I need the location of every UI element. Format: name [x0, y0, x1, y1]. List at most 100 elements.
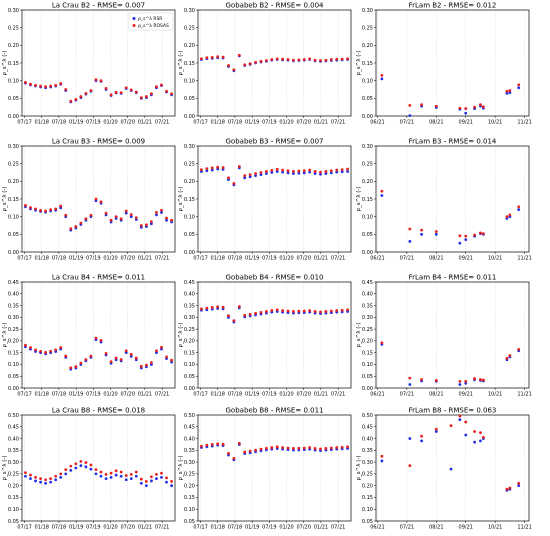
y-tick-label: 0.10	[362, 78, 373, 84]
data-point-rosas	[170, 92, 173, 96]
data-point-rosas	[200, 307, 203, 311]
data-point-rsr	[39, 480, 42, 484]
panel-11: Gobabeb B8 - RMSE= 0.011 0.05 0.10 0.15 0.20…	[178, 407, 352, 531]
y-tick-label: 0.20	[184, 483, 195, 489]
x-tick-label: 07/17	[193, 525, 207, 531]
x-tick-label: 01/20	[103, 525, 117, 531]
data-point-rsr	[308, 170, 312, 174]
data-point-rosas	[473, 430, 476, 433]
x-tick-label: 07/19	[86, 525, 100, 531]
x-tick-label: 01/18	[211, 392, 225, 398]
y-tick-label: 0.30	[184, 315, 195, 321]
data-point-rosas	[170, 218, 173, 222]
data-point-rosas	[210, 55, 214, 59]
y-tick-label: 0.35	[184, 448, 195, 454]
panel-title: Gobabeb B4 - RMSE= 0.010	[226, 274, 324, 282]
y-axis-label: ρ_s^λ (-)	[356, 51, 362, 76]
x-tick-label: 01/20	[279, 392, 293, 398]
y-tick-label: 0.05	[362, 96, 373, 102]
data-point-rosas	[517, 83, 521, 87]
data-point-rosas	[124, 209, 128, 213]
data-point-rosas	[216, 165, 220, 169]
x-tick-label: 09/21	[459, 120, 473, 126]
data-point-rosas	[335, 168, 339, 172]
data-point-rsr	[243, 176, 247, 180]
data-point-rosas	[464, 420, 468, 424]
y-tick-label: 0.40	[362, 436, 373, 442]
data-point-rosas	[302, 58, 306, 61]
x-tick-label: 07/19	[262, 525, 276, 531]
data-point-rosas	[302, 169, 306, 173]
panel-title: FrLam B8 - RMSE= 0.063	[409, 407, 497, 415]
x-tick-label: 07/20	[121, 256, 135, 262]
data-point-rosas	[324, 447, 328, 450]
y-axis-label: ρ_s^λ (-)	[178, 323, 184, 348]
data-point-rosas	[39, 208, 42, 212]
data-point-rosas	[254, 448, 257, 452]
data-point-rosas	[308, 168, 312, 172]
x-tick-label: 01/21	[138, 392, 152, 398]
x-tick-label: 01/21	[314, 120, 328, 126]
data-point-rosas	[109, 93, 113, 97]
x-tick-label: 08/21	[429, 256, 443, 262]
data-point-rosas	[104, 472, 108, 476]
data-point-rsr	[160, 211, 163, 214]
y-tick-label: 0.45	[184, 425, 195, 431]
data-point-rsr	[129, 215, 133, 219]
data-point-rosas	[29, 346, 32, 349]
data-point-rosas	[505, 487, 509, 491]
data-point-rsr	[24, 474, 27, 478]
x-tick-label: 07/19	[86, 392, 100, 398]
x-tick-label: 01/18	[211, 525, 225, 531]
y-tick-label: 0.20	[362, 339, 373, 345]
data-point-rsr	[297, 171, 301, 175]
data-point-rosas	[150, 361, 153, 364]
data-point-rosas	[139, 96, 143, 100]
y-tick-label: 0.30	[184, 8, 195, 14]
data-point-rosas	[49, 84, 53, 88]
data-point-rosas	[29, 206, 32, 209]
data-point-rosas	[464, 107, 468, 110]
data-point-rosas	[39, 349, 42, 353]
data-point-rosas	[281, 309, 285, 312]
x-tick-label: 07/21	[400, 525, 414, 531]
x-tick-label: 07/17	[17, 392, 31, 398]
x-tick-label: 01/19	[245, 256, 259, 262]
data-point-rosas	[340, 168, 344, 172]
data-point-rosas	[297, 446, 301, 450]
y-tick-label: 0.35	[8, 303, 19, 309]
data-point-rosas	[89, 213, 93, 217]
data-point-rosas	[335, 309, 339, 312]
data-point-rosas	[39, 477, 42, 480]
axes-frame	[375, 414, 530, 522]
data-point-rsr	[49, 480, 53, 484]
data-point-rosas	[473, 377, 476, 380]
data-point-rosas	[458, 380, 462, 383]
data-point-rosas	[505, 215, 509, 219]
data-point-rosas	[264, 59, 268, 62]
data-point-rsr	[254, 174, 257, 178]
data-point-rosas	[243, 313, 247, 317]
y-tick-label: 0.45	[8, 280, 19, 286]
data-point-rsr	[380, 459, 384, 463]
y-tick-label: 0.20	[8, 339, 19, 345]
data-point-rosas	[119, 358, 123, 361]
x-tick-label: 01/18	[35, 256, 49, 262]
data-point-rsr	[275, 170, 279, 173]
y-tick-label: 0.20	[362, 179, 373, 185]
y-tick-label: 0.00	[8, 114, 19, 120]
data-point-rsr	[165, 480, 168, 484]
y-tick-label: 0.40	[184, 436, 195, 442]
data-point-rosas	[49, 477, 53, 480]
data-point-rosas	[44, 209, 47, 213]
data-point-rosas	[74, 97, 78, 101]
data-point-rosas	[24, 81, 27, 84]
y-axis-label: ρ_s^λ (-)	[356, 187, 362, 212]
data-point-rsr	[124, 478, 128, 482]
y-tick-label: 0.00	[362, 386, 373, 392]
x-tick-label: 11/21	[517, 525, 531, 531]
y-axis-label: ρ_s^λ (-)	[178, 51, 184, 76]
panel-title: Gobabeb B3 - RMSE= 0.007	[226, 138, 324, 146]
data-point-rosas	[297, 169, 301, 173]
y-tick-label: 0.05	[184, 232, 195, 238]
